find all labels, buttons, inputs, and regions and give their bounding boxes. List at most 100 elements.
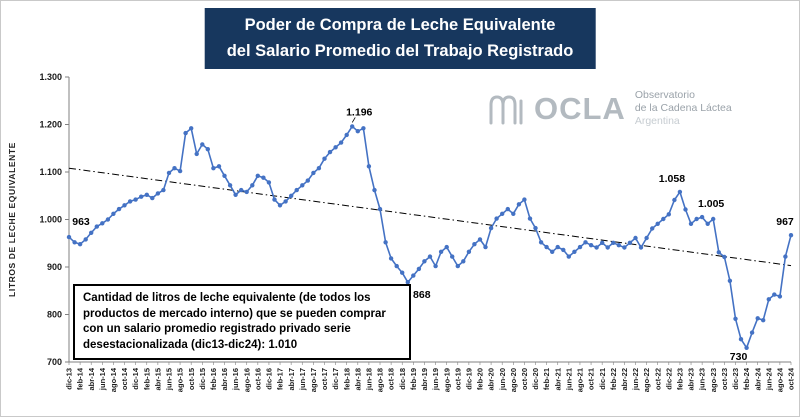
- series-marker: [783, 254, 788, 259]
- series-marker: [294, 187, 299, 193]
- series-marker: [555, 244, 560, 250]
- series-marker: [755, 316, 760, 321]
- y-axis-label: 1.300: [39, 72, 62, 82]
- x-axis-label: jun-20: [498, 368, 507, 391]
- series-marker: [427, 254, 433, 259]
- x-axis-label: abr-22: [620, 368, 629, 391]
- ocla-org-line2: de la Cadena Láctea: [634, 102, 732, 115]
- x-axis-label: ago-21: [576, 368, 585, 392]
- y-axis-label: 1.000: [39, 215, 62, 225]
- x-axis-label: ago-14: [109, 367, 118, 392]
- x-axis-label: oct-22: [653, 368, 662, 390]
- series-marker: [738, 337, 744, 342]
- series-marker: [583, 240, 588, 245]
- x-axis-label: jun-22: [631, 368, 640, 391]
- x-axis-label: dic-14: [131, 367, 140, 390]
- data-label: 730: [730, 351, 748, 363]
- series-marker: [177, 168, 183, 174]
- series-marker: [272, 197, 277, 202]
- series-marker: [305, 178, 310, 183]
- series-marker: [694, 216, 699, 222]
- series-marker: [388, 256, 394, 261]
- series-marker: [316, 166, 322, 171]
- series-marker: [438, 249, 444, 254]
- series-marker: [350, 124, 355, 129]
- series-marker: [344, 132, 349, 138]
- series-marker: [116, 206, 122, 212]
- x-axis-label: oct-19: [453, 368, 462, 390]
- x-axis-label: oct-20: [520, 368, 529, 390]
- x-axis-label: abr-23: [687, 368, 696, 391]
- series-marker: [333, 145, 338, 150]
- series-marker: [166, 170, 172, 176]
- chart-title-line2: del Salario Promedio del Trabajo Registr…: [226, 41, 574, 60]
- x-axis-label: oct-14: [120, 367, 129, 390]
- series-marker: [361, 126, 366, 131]
- x-axis-label: jun-21: [564, 368, 573, 391]
- x-axis-label: abr-18: [353, 368, 362, 391]
- series-marker: [444, 244, 449, 250]
- series-marker: [605, 245, 610, 250]
- series-marker: [611, 240, 616, 245]
- series-marker: [772, 292, 777, 297]
- series-marker: [488, 225, 494, 231]
- series-marker: [300, 183, 305, 188]
- x-axis-label: feb-14: [76, 367, 85, 390]
- x-axis-label: dic-21: [598, 368, 607, 390]
- x-axis-label: jun-24: [764, 367, 773, 391]
- series-marker: [727, 278, 733, 283]
- series-marker: [711, 216, 716, 222]
- series-marker: [688, 221, 694, 226]
- series-marker: [616, 243, 621, 248]
- x-axis-label: oct-24: [787, 367, 796, 390]
- series-marker: [477, 237, 483, 242]
- data-label: 1.005: [698, 198, 724, 210]
- series-marker: [239, 187, 244, 193]
- x-axis-label: abr-16: [220, 368, 229, 391]
- series-marker: [139, 194, 144, 199]
- series-marker: [377, 206, 383, 212]
- series-marker: [77, 242, 83, 247]
- series-marker: [527, 216, 533, 221]
- chart-title-line1: Poder de Compra de Leche Equivalente: [244, 16, 556, 34]
- series-marker: [122, 203, 127, 208]
- x-axis-label: feb-21: [542, 368, 551, 390]
- series-marker: [550, 249, 555, 254]
- series-marker: [250, 183, 255, 188]
- series-marker: [227, 183, 233, 188]
- x-axis-label: feb-20: [476, 368, 485, 390]
- x-axis-label: dic-22: [664, 368, 673, 390]
- series-marker: [483, 244, 488, 250]
- series-marker: [261, 175, 266, 180]
- x-axis-label: oct-17: [320, 368, 329, 390]
- series-marker: [266, 180, 272, 185]
- series-marker: [277, 203, 283, 208]
- series-marker: [683, 207, 688, 212]
- x-axis-label: ago-17: [309, 368, 318, 392]
- series-marker: [655, 221, 660, 226]
- series-marker: [705, 221, 710, 226]
- series-marker: [216, 164, 222, 169]
- x-axis-label: oct-23: [720, 368, 729, 390]
- series-marker: [561, 247, 566, 253]
- series-marker: [522, 197, 527, 202]
- x-axis-label: dic-13: [65, 368, 74, 390]
- series-marker: [472, 242, 477, 247]
- y-axis-label: 800: [47, 310, 62, 320]
- series-marker: [744, 345, 749, 350]
- x-axis-label: jun-23: [698, 368, 707, 391]
- series-marker: [355, 129, 360, 134]
- series-marker: [144, 192, 149, 197]
- series-marker: [411, 273, 416, 278]
- ocla-org-text: Observatorio de la Cadena Láctea Argenti…: [635, 89, 732, 128]
- data-label: 1.058: [659, 173, 685, 185]
- x-axis-label: ago-20: [509, 368, 518, 392]
- series-marker: [661, 216, 666, 222]
- series-marker: [372, 187, 377, 193]
- series-marker: [189, 126, 194, 131]
- series-marker: [233, 192, 238, 197]
- series-marker: [155, 191, 161, 196]
- x-axis-label: abr-24: [753, 367, 762, 390]
- x-axis-label: jun-17: [298, 368, 307, 391]
